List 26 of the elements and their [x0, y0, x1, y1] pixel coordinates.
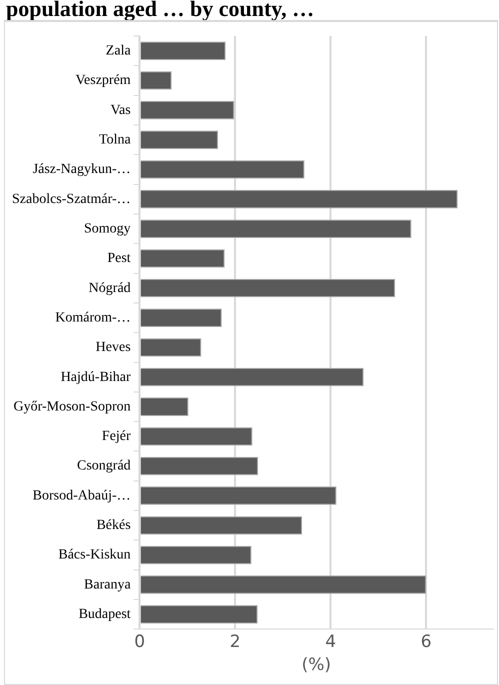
y-tick-label: Pest	[107, 251, 131, 266]
y-tick-label: Jász-Nagykun-…	[32, 162, 131, 178]
y-tick-label: Csongrád	[77, 458, 131, 474]
x-axis-title: (%)	[302, 655, 332, 676]
y-tick-label: Szabolcs-Szatmár-…	[12, 192, 131, 207]
y-tick-label: Bács-Kiskun	[58, 548, 131, 563]
y-tick-label: Baranya	[84, 577, 132, 592]
y-tick-label: Fejér	[102, 429, 132, 444]
y-tick-label: Tolna	[98, 132, 132, 148]
y-tick-label: Komárom-…	[55, 310, 131, 326]
y-tick-label: Vas	[110, 102, 131, 118]
y-tick-label: Veszprém	[75, 73, 131, 88]
x-tick-label: 2	[230, 632, 241, 652]
y-tick-label: Győr-Moson-Sopron	[14, 399, 131, 414]
x-tick-label: 4	[325, 632, 336, 652]
y-tick-label: Borsod-Abaúj-…	[32, 488, 131, 504]
y-tick-label: Heves	[96, 340, 131, 356]
chart-title: population aged … by county, …	[5, 0, 316, 22]
x-tick-label: 6	[420, 632, 432, 652]
y-tick-label: Hajdú-Bihar	[60, 370, 132, 385]
y-tick-label: Budapest	[78, 607, 131, 622]
y-tick-label: Somogy	[84, 221, 131, 236]
y-tick-label: Nógrád	[88, 280, 131, 296]
x-tick-label: 0	[134, 632, 146, 652]
y-tick-label: Békés	[96, 518, 131, 534]
y-tick-label: Zala	[106, 44, 132, 58]
